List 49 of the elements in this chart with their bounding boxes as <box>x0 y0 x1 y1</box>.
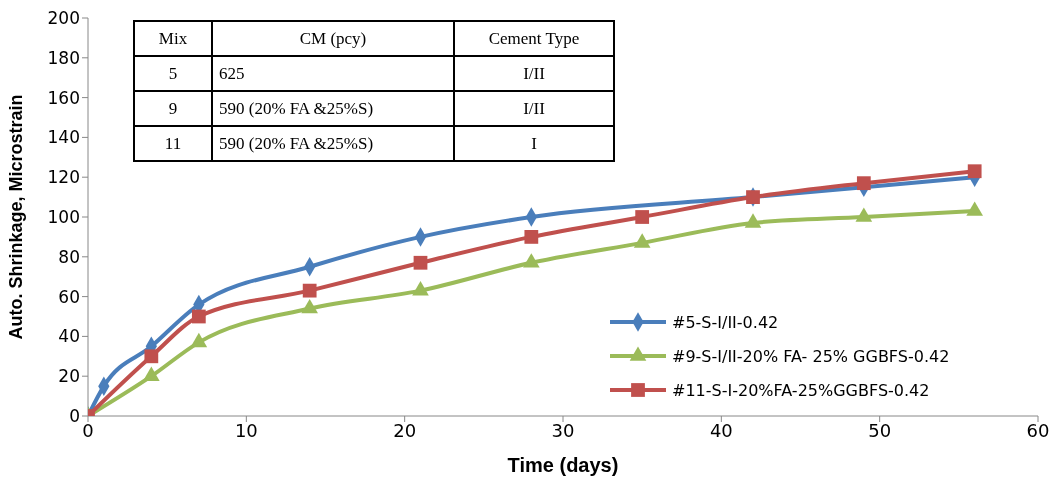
y-tick-label: 60 <box>58 286 80 307</box>
point <box>633 233 651 248</box>
y-tick-label: 200 <box>47 8 80 29</box>
x-tick-label: 20 <box>393 419 417 441</box>
legend-label: #5-S-I/II-0.42 <box>672 312 779 332</box>
annotation: I/II <box>454 91 614 126</box>
point <box>413 255 428 270</box>
annotation: 9 <box>134 91 212 126</box>
legend-label: #9-S-I/II-20% FA- 25% GGBFS-0.42 <box>672 346 950 366</box>
annotation: I/II <box>454 56 614 91</box>
point <box>144 349 159 364</box>
point <box>301 298 318 314</box>
y-tick-label: 80 <box>58 246 80 267</box>
y-tick-label: 40 <box>58 326 80 347</box>
x-tick-label: 40 <box>709 419 733 441</box>
y-tick-label: 100 <box>47 207 80 228</box>
y-tick-label: 0 <box>69 406 80 427</box>
point <box>302 283 317 298</box>
point <box>523 253 540 268</box>
y-axis-title: Auto. Shrinkage, Microstrain <box>6 94 27 340</box>
annotation: Cement Type <box>454 21 614 56</box>
x-tick-label: 10 <box>234 419 258 441</box>
y-tick-label: 20 <box>58 366 80 387</box>
point <box>856 176 871 191</box>
annotation: CM (pcy) <box>212 21 454 56</box>
annotation: 11 <box>134 126 212 161</box>
x-tick-label: 30 <box>551 419 575 441</box>
point <box>524 230 539 244</box>
point <box>967 164 982 179</box>
x-axis-title: Time (days) <box>507 454 619 476</box>
annotation: 590 (20% FA &25%S) <box>212 126 454 161</box>
point <box>143 366 160 382</box>
annotation: 5 <box>134 56 212 91</box>
annotation: 590 (20% FA &25%S) <box>212 91 454 126</box>
annotation: Mix <box>134 21 212 56</box>
y-tick-label: 120 <box>47 167 80 188</box>
x-tick-label: 0 <box>82 419 94 441</box>
point <box>190 332 208 348</box>
legend-label: #11-S-I-20%FA-25%GGBFS-0.42 <box>672 380 930 400</box>
y-tick-label: 180 <box>47 47 80 68</box>
point <box>412 281 429 296</box>
annotation: 625 <box>212 56 454 91</box>
annotation: I <box>454 126 614 161</box>
point <box>191 309 206 324</box>
y-tick-label: 140 <box>47 127 80 148</box>
x-tick-label: 60 <box>1026 419 1050 441</box>
x-tick-label: 50 <box>868 419 892 441</box>
y-tick-label: 160 <box>47 87 80 108</box>
point <box>635 210 650 224</box>
